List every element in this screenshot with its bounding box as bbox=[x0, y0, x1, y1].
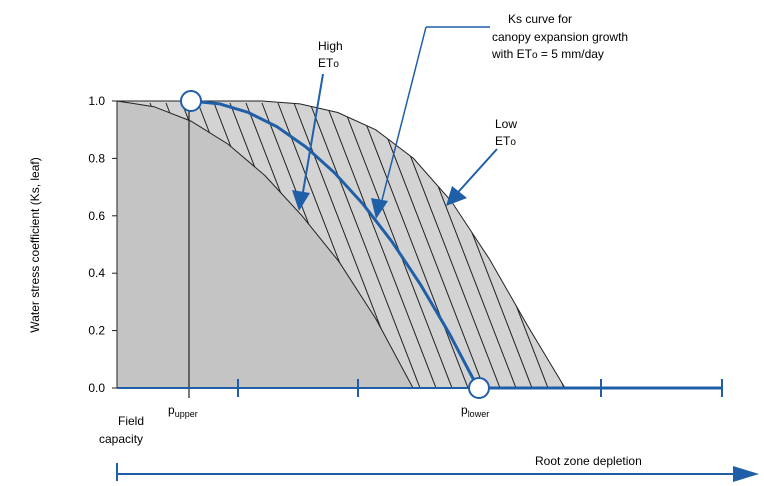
ks-curve-annotation-3a: with ET bbox=[491, 47, 533, 61]
hatch-line bbox=[549, 102, 565, 388]
high-eto-main: ET bbox=[318, 56, 334, 70]
hatch-line bbox=[325, 102, 437, 388]
ks-curve-line bbox=[190, 99, 480, 389]
y-tick-label: 0.0 bbox=[88, 381, 105, 395]
hatch-line bbox=[533, 102, 565, 388]
hatch-line bbox=[341, 102, 453, 388]
ks-curve-annotation-1: Ks curve for bbox=[508, 12, 572, 26]
y-tick-label: 0.2 bbox=[88, 324, 105, 338]
y-tick-label: 0.8 bbox=[88, 151, 105, 165]
ks-curve-annotation-3: with ETo = 5 mm/day bbox=[491, 47, 604, 61]
depletion-arrowhead bbox=[733, 466, 759, 482]
low-eto-sub: o bbox=[510, 137, 516, 148]
y-tick-label: 1.0 bbox=[88, 94, 105, 108]
y-tick-label: 0.6 bbox=[88, 209, 105, 223]
high-eto-sub: o bbox=[333, 59, 339, 70]
low-eto-label-2: ETo bbox=[495, 134, 516, 148]
high-eto-label-1: High bbox=[318, 39, 343, 53]
p-upper-label: pupper bbox=[168, 403, 198, 419]
ks-curve-annotation-2: canopy expansion growth bbox=[492, 30, 628, 44]
hatch-line bbox=[373, 102, 485, 388]
p-upper-marker bbox=[180, 90, 202, 112]
hatch-line bbox=[357, 102, 469, 388]
high-eto-arrow bbox=[292, 73, 324, 211]
field-capacity-label-1: Field bbox=[118, 414, 144, 428]
p-lower-marker bbox=[468, 377, 490, 399]
ks-curve-annotation-3b: = 5 mm/day bbox=[538, 47, 604, 61]
hatch-line bbox=[309, 102, 421, 388]
p-lower-main: p bbox=[461, 403, 468, 417]
p-lower-sub: lower bbox=[468, 409, 490, 419]
y-tick-label: 0.4 bbox=[88, 266, 105, 280]
p-upper-sub: upper bbox=[175, 409, 198, 419]
high-eto-label-2: ETo bbox=[318, 56, 339, 70]
low-eto-label-1: Low bbox=[495, 117, 517, 131]
ks-curve-annotation-3sub: o bbox=[532, 50, 538, 61]
y-axis-label: Water stress coefficient (Ks, leaf) bbox=[28, 157, 42, 332]
ks-curve-arrow bbox=[371, 26, 490, 219]
root-zone-depletion-label: Root zone depletion bbox=[535, 454, 642, 468]
y-ticks: 1.0 0.8 0.6 0.4 0.2 0.0 bbox=[88, 94, 117, 395]
low-eto-arrow bbox=[446, 148, 498, 206]
low-eto-main: ET bbox=[495, 134, 511, 148]
field-capacity-label-2: capacity bbox=[99, 432, 143, 446]
p-upper-main: p bbox=[168, 403, 175, 417]
p-lower-label: plower bbox=[461, 403, 489, 419]
